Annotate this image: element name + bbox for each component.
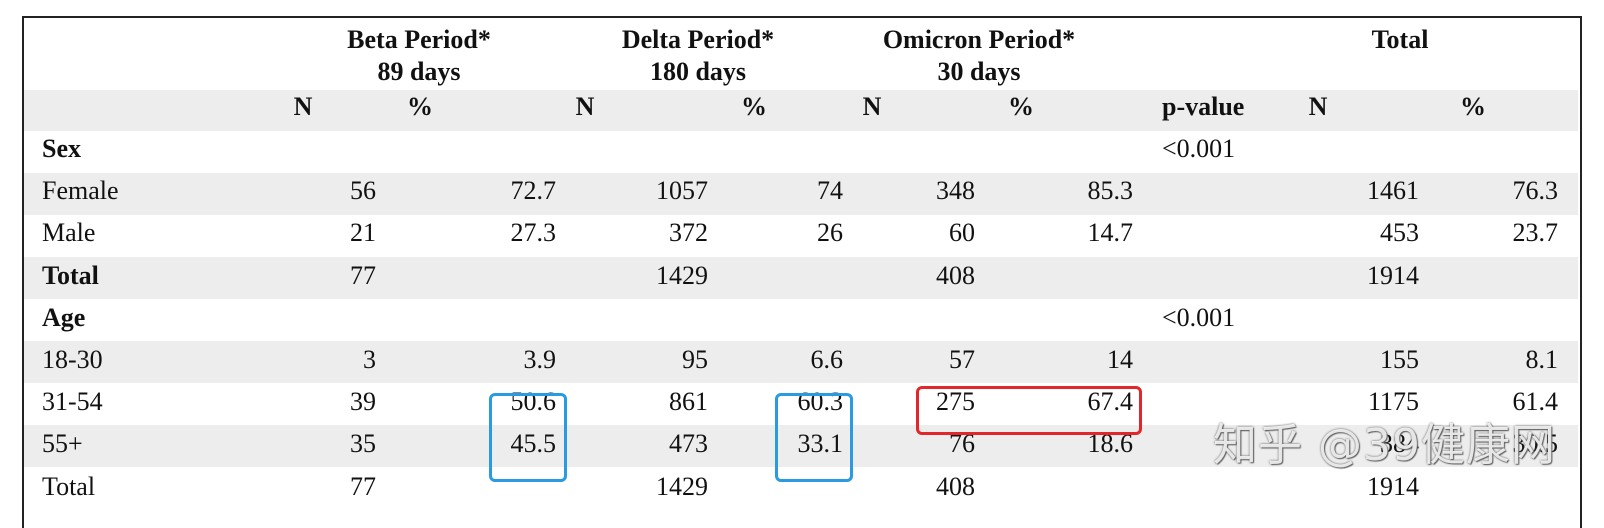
subheader-pct: % — [741, 92, 767, 121]
subheader-n: N — [293, 92, 313, 121]
row-band — [24, 425, 1578, 467]
cell: 95 — [682, 345, 708, 374]
cell: 861 — [669, 387, 708, 416]
cell: 39 — [350, 387, 376, 416]
section-title-sex: Sex — [42, 134, 81, 163]
cell: 76.3 — [1512, 176, 1559, 205]
highlight-box-blue — [489, 393, 567, 482]
cell: 60.3 — [797, 387, 844, 416]
cell: 1175 — [1367, 387, 1419, 416]
cell: 384 — [1380, 429, 1419, 458]
row-label-55-plus: 55+ — [42, 429, 83, 458]
cell: 3.9 — [523, 345, 557, 374]
cell: 473 — [669, 429, 708, 458]
row-label-31-54: 31-54 — [42, 387, 103, 416]
cell: 372 — [669, 218, 708, 247]
watermark: 知乎 @39健康网 — [1213, 420, 1556, 471]
cell: 408 — [936, 472, 975, 501]
cell: 1057 — [656, 176, 708, 205]
group-days-beta: 89 days — [377, 57, 461, 86]
row-label-total: Total — [42, 261, 99, 290]
row-label-female: Female — [42, 176, 119, 205]
cell: 35 — [350, 429, 376, 458]
row-band — [24, 257, 1578, 299]
cell: 33.1 — [797, 429, 844, 458]
cell: 56 — [350, 176, 376, 205]
highlight-box-red — [916, 386, 1142, 435]
cell: 8.1 — [1525, 345, 1559, 374]
cell: 348 — [936, 176, 975, 205]
cell: 61.4 — [1512, 387, 1559, 416]
subheader-pct: % — [1008, 92, 1034, 121]
cell: 30.5 — [1512, 429, 1559, 458]
cell: 3 — [363, 345, 376, 374]
cell: 23.7 — [1512, 218, 1559, 247]
group-days-delta: 180 days — [649, 57, 747, 86]
cell: 77 — [350, 261, 376, 290]
cell: 50.6 — [510, 387, 557, 416]
cell: 77 — [350, 472, 376, 501]
cell: 408 — [936, 261, 975, 290]
subheader-band — [24, 90, 1578, 131]
subheader-pvalue: p-value — [1162, 92, 1245, 121]
cell: 14.7 — [1087, 218, 1134, 247]
table-frame — [22, 16, 1582, 528]
cell: 1429 — [656, 261, 708, 290]
row-label-total: Total — [42, 472, 96, 501]
cell: 26 — [817, 218, 843, 247]
cell: 57 — [949, 345, 975, 374]
row-band — [24, 341, 1578, 383]
group-header-delta: Delta Period* — [621, 25, 775, 54]
row-label-male: Male — [42, 218, 96, 247]
group-days-omicron: 30 days — [937, 57, 1021, 86]
group-header-omicron: Omicron Period* — [882, 25, 1076, 54]
subheader-pct: % — [407, 92, 433, 121]
cell: 155 — [1380, 345, 1419, 374]
pvalue-sex: <0.001 — [1162, 134, 1236, 163]
subheader-pct: % — [1460, 92, 1486, 121]
pvalue-age: <0.001 — [1162, 303, 1236, 332]
cell: 21 — [350, 218, 376, 247]
cell: 1429 — [656, 472, 708, 501]
subheader-n: N — [862, 92, 882, 121]
cell: 6.6 — [810, 345, 844, 374]
cell: 453 — [1380, 218, 1419, 247]
cell: 74 — [817, 176, 843, 205]
cell: 60 — [949, 218, 975, 247]
cell: 27.3 — [510, 218, 557, 247]
cell: 1914 — [1367, 472, 1419, 501]
group-header-beta: Beta Period* — [347, 25, 491, 54]
subheader-n: N — [575, 92, 595, 121]
cell: 67.4 — [1087, 387, 1134, 416]
cell: 72.7 — [510, 176, 557, 205]
cell: 275 — [936, 387, 975, 416]
cell: 14 — [1107, 345, 1133, 374]
cell: 1914 — [1367, 261, 1419, 290]
cell: 1461 — [1367, 176, 1419, 205]
group-header-total: Total — [1371, 25, 1429, 54]
section-title-age: Age — [42, 303, 86, 332]
cell: 85.3 — [1087, 176, 1134, 205]
row-band — [24, 173, 1578, 215]
cell: 45.5 — [510, 429, 557, 458]
highlight-box-blue — [775, 393, 853, 482]
row-label-18-30: 18-30 — [42, 345, 103, 374]
subheader-n: N — [1308, 92, 1328, 121]
